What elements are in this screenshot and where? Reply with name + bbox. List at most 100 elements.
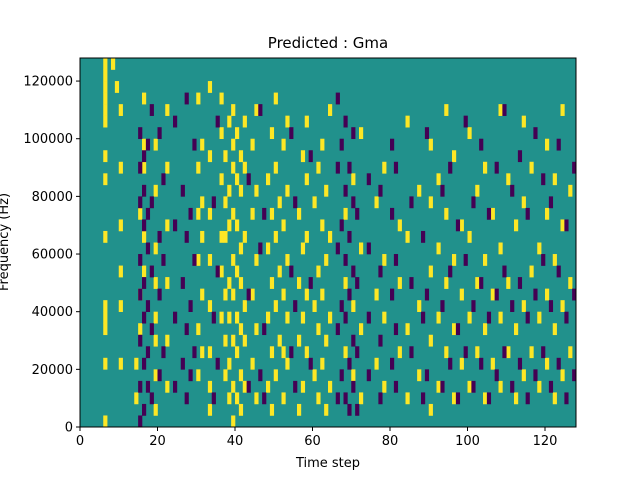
- heatmap-cell-low: [548, 300, 554, 312]
- heatmap-cell-high: [254, 254, 259, 266]
- heatmap-cell-high: [118, 161, 123, 174]
- heatmap-cell-high: [231, 138, 236, 151]
- heatmap-cell-low: [293, 300, 298, 312]
- heatmap-cell-high: [223, 334, 228, 347]
- heatmap-cell-low: [289, 346, 294, 359]
- heatmap-cell-low: [525, 311, 530, 324]
- heatmap-cell-low: [409, 196, 414, 209]
- heatmap-cell-high: [242, 380, 247, 393]
- heatmap-cell-low: [339, 300, 344, 312]
- heatmap-cell-high: [382, 161, 387, 174]
- y-tick-label: 20000: [32, 363, 73, 378]
- heatmap-cell-low: [145, 346, 151, 359]
- heatmap-cell-high: [545, 207, 550, 220]
- heatmap-cell-low: [390, 207, 395, 220]
- heatmap-cell-high: [223, 150, 228, 163]
- heatmap-cell-low: [211, 311, 216, 324]
- heatmap-cell-high: [114, 81, 120, 93]
- heatmap-cell-high: [238, 150, 244, 163]
- heatmap-cell-high: [196, 323, 201, 336]
- heatmap-cell-high: [118, 219, 123, 232]
- heatmap-cell-low: [335, 242, 340, 255]
- heatmap-cell-high: [111, 58, 116, 70]
- heatmap-cell-high: [320, 219, 325, 232]
- heatmap-cell-high: [297, 403, 302, 416]
- heatmap-cell-low: [548, 196, 554, 209]
- heatmap-cell-high: [273, 92, 278, 105]
- heatmap-cell-high: [297, 334, 302, 347]
- heatmap-cell-high: [227, 392, 232, 405]
- heatmap-cell-high: [452, 150, 457, 163]
- heatmap-cell-low: [421, 230, 426, 243]
- heatmap-cell-low: [262, 392, 267, 405]
- heatmap-cell-low: [145, 138, 151, 151]
- heatmap-cell-high: [266, 380, 271, 393]
- heatmap-cell-low: [339, 219, 344, 232]
- heatmap-cell-low: [533, 288, 538, 301]
- heatmap-cell-low: [494, 288, 499, 301]
- heatmap-cell-low: [335, 92, 340, 105]
- heatmap-cell-high: [142, 161, 147, 174]
- heatmap-cell-low: [556, 265, 561, 278]
- heatmap-cell-low: [393, 161, 399, 174]
- heatmap-cell-low: [486, 311, 492, 324]
- heatmap-cell-low: [188, 300, 193, 312]
- heatmap-cell-low: [347, 288, 352, 301]
- heatmap-cell-low: [471, 300, 476, 312]
- heatmap-cell-high: [118, 357, 123, 370]
- heatmap-cell-low: [440, 184, 445, 197]
- heatmap-cell-high: [359, 392, 364, 405]
- heatmap-cell-high: [277, 334, 282, 347]
- heatmap-cell-low: [351, 127, 356, 140]
- heatmap-cell-low: [347, 357, 352, 370]
- heatmap-cell-high: [250, 138, 255, 151]
- heatmap-cell-low: [409, 277, 414, 289]
- heatmap-cell-high: [498, 242, 503, 255]
- heatmap-cell-low: [533, 369, 538, 382]
- heatmap-cell-high: [405, 115, 410, 128]
- heatmap-cell-low: [378, 184, 383, 197]
- heatmap-cell-low: [308, 150, 313, 163]
- heatmap-cell-high: [560, 300, 565, 312]
- heatmap-cell-high: [103, 173, 108, 186]
- heatmap-cell-high: [153, 138, 158, 151]
- y-axis-label: Frequency (Hz): [0, 193, 12, 291]
- heatmap-cells: [80, 58, 577, 428]
- heatmap-cell-low: [448, 265, 453, 278]
- heatmap-cell-low: [149, 265, 154, 278]
- heatmap-cell-high: [118, 300, 123, 312]
- heatmap-cell-high: [273, 230, 278, 243]
- heatmap-cell-high: [328, 311, 333, 324]
- heatmap-cell-high: [324, 184, 329, 197]
- heatmap-cell-high: [521, 369, 526, 382]
- heatmap-cell-low: [366, 242, 371, 255]
- heatmap-cell-high: [103, 415, 108, 428]
- heatmap-cell-high: [219, 230, 224, 243]
- heatmap-cell-high: [459, 288, 464, 301]
- heatmap-cell-high: [514, 323, 519, 336]
- heatmap-cell-high: [320, 357, 325, 370]
- heatmap-cell-high: [304, 115, 309, 128]
- heatmap-cell-low: [289, 265, 294, 278]
- heatmap-cell-low: [343, 184, 348, 197]
- heatmap-cell-high: [153, 184, 158, 197]
- heatmap-cell-high: [207, 380, 213, 393]
- heatmap-cell-low: [188, 207, 193, 220]
- heatmap-cell-low: [142, 277, 147, 289]
- heatmap-cell-high: [235, 127, 240, 140]
- heatmap-cell-low: [517, 277, 523, 289]
- heatmap-cell-low: [517, 357, 523, 370]
- x-tick-label: 120: [533, 434, 558, 449]
- heatmap-cell-low: [142, 184, 147, 197]
- heatmap-cell-low: [192, 138, 197, 151]
- heatmap-cell-high: [552, 323, 557, 336]
- heatmap-cell-high: [324, 334, 329, 347]
- heatmap-cell-high: [498, 104, 503, 116]
- heatmap-cell-low: [556, 138, 561, 151]
- heatmap-cell-high: [103, 69, 108, 82]
- heatmap-cell-high: [297, 277, 302, 289]
- heatmap-cell-high: [223, 369, 228, 382]
- heatmap-cell-low: [355, 207, 360, 220]
- heatmap-cell-low: [157, 369, 162, 382]
